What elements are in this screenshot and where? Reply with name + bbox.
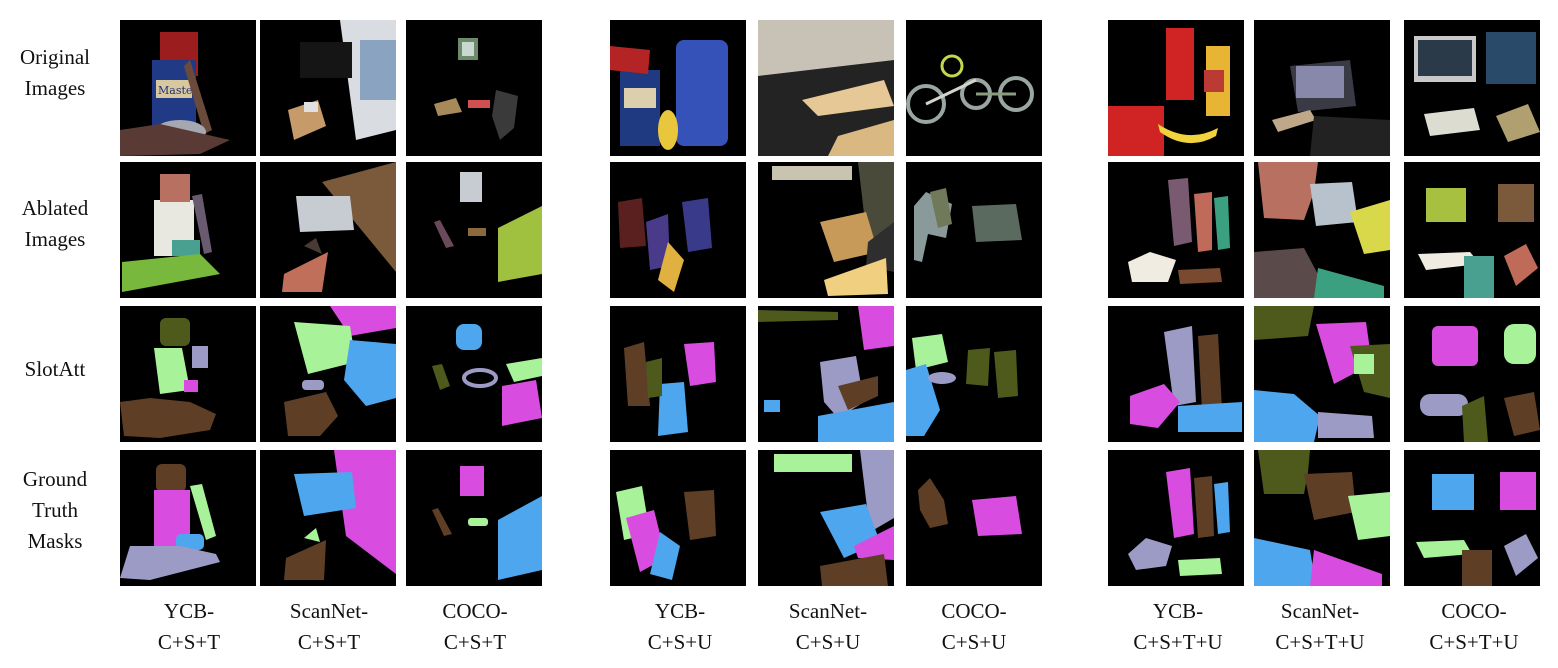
original-image-scannet-csu xyxy=(758,20,894,156)
slotatt-mask-scannet-cst xyxy=(260,306,396,442)
original-tile-lettering: Maste xyxy=(158,84,192,97)
original-image-coco-csu xyxy=(906,20,1042,156)
gt-mask-ycb-cstu xyxy=(1108,450,1244,586)
col-label-ycb-cstu: YCB- C+S+T+U xyxy=(1133,599,1223,654)
col-label-coco-cstu: COCO- C+S+T+U xyxy=(1429,599,1519,654)
original-image-scannet-cst xyxy=(260,20,396,156)
col-label-coco-cst: COCO- C+S+T xyxy=(442,599,508,654)
original-image-ycb-cstu xyxy=(1108,20,1244,156)
row-label-original: Original Images xyxy=(20,45,90,100)
original-image-ycb-cst: Maste xyxy=(120,20,256,156)
original-image-coco-cst xyxy=(406,20,542,156)
ablated-image-coco-cst xyxy=(406,162,542,298)
ablated-image-scannet-cst xyxy=(260,162,396,298)
ablated-image-ycb-cstu xyxy=(1108,162,1244,298)
gt-mask-coco-csu xyxy=(906,450,1042,586)
gt-mask-scannet-csu xyxy=(758,450,894,586)
row-label-ablated: Ablated Images xyxy=(21,196,89,251)
ablated-image-ycb-cst xyxy=(120,162,256,298)
slotatt-mask-ycb-csu xyxy=(610,306,746,442)
slotatt-mask-coco-cst xyxy=(406,306,542,442)
slotatt-mask-ycb-cstu xyxy=(1108,306,1244,442)
original-image-ycb-csu xyxy=(610,20,746,156)
col-label-scannet-csu: ScanNet- C+S+U xyxy=(788,599,868,654)
col-label-ycb-csu: YCB- C+S+U xyxy=(647,599,713,654)
original-image-scannet-cstu xyxy=(1254,20,1390,156)
slotatt-mask-scannet-csu xyxy=(758,306,894,442)
col-label-scannet-cst: ScanNet- C+S+T xyxy=(289,599,369,654)
col-label-scannet-cstu: ScanNet- C+S+T+U xyxy=(1275,599,1365,654)
ablated-image-scannet-csu xyxy=(758,162,894,298)
col-label-coco-csu: COCO- C+S+U xyxy=(941,599,1007,654)
gt-mask-scannet-cst xyxy=(260,450,396,586)
slotatt-mask-coco-csu xyxy=(906,306,1042,442)
slotatt-mask-ycb-cst xyxy=(120,306,256,442)
ablated-image-coco-cstu xyxy=(1404,162,1540,298)
slotatt-mask-scannet-cstu xyxy=(1254,306,1390,442)
row-label-slotatt: SlotAtt xyxy=(24,357,86,381)
row-label-ground-truth: Ground Truth Masks xyxy=(22,467,88,553)
ablated-image-scannet-cstu xyxy=(1254,162,1390,298)
ablated-image-coco-csu xyxy=(906,162,1042,298)
gt-mask-ycb-cst xyxy=(120,450,256,586)
gt-mask-coco-cst xyxy=(406,450,542,586)
gt-mask-coco-cstu xyxy=(1404,450,1540,586)
slotatt-mask-coco-cstu xyxy=(1404,306,1540,442)
gt-mask-scannet-cstu xyxy=(1254,450,1390,586)
col-label-ycb-cst: YCB- C+S+T xyxy=(157,599,221,654)
ablated-image-ycb-csu xyxy=(610,162,746,298)
original-image-coco-cstu xyxy=(1404,20,1540,156)
gt-mask-ycb-csu xyxy=(610,450,746,586)
